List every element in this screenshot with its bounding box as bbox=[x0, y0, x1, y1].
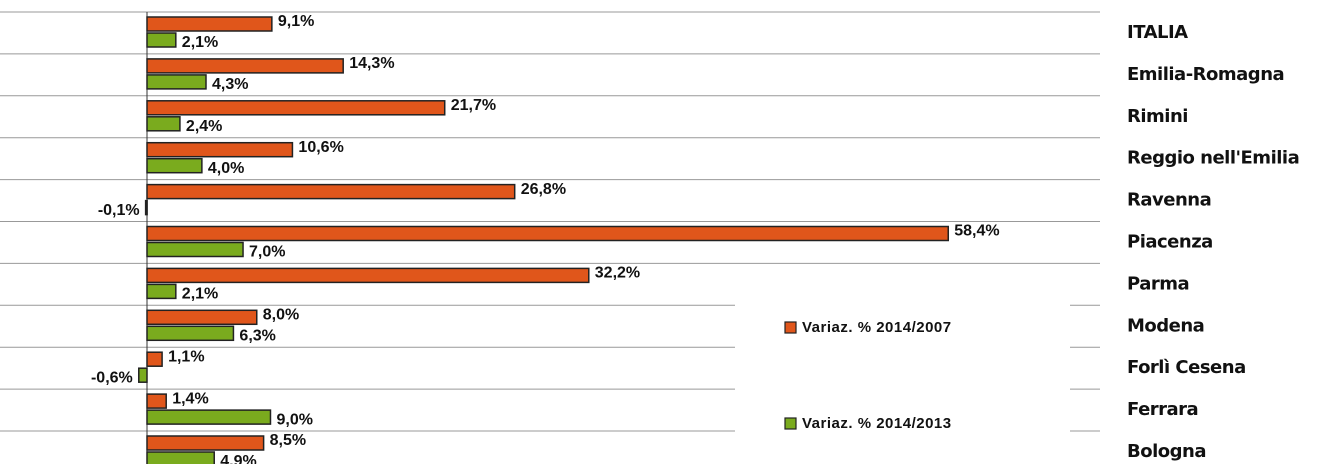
legend-swatch bbox=[784, 321, 797, 334]
bar bbox=[144, 199, 148, 216]
value-label: 4,3% bbox=[212, 76, 248, 93]
legend-label: Variaz. % 2014/2007 bbox=[802, 319, 952, 336]
category-label: Forlì Cesena bbox=[1127, 357, 1246, 378]
value-label: 9,1% bbox=[278, 13, 314, 30]
category-label: Bologna bbox=[1127, 441, 1206, 462]
value-label: 4,9% bbox=[220, 453, 256, 464]
value-label: 1,4% bbox=[172, 390, 208, 407]
value-label: 14,3% bbox=[349, 55, 394, 72]
value-label: 2,1% bbox=[182, 34, 218, 51]
value-label: 4,0% bbox=[208, 160, 244, 177]
bar bbox=[146, 32, 177, 48]
bar bbox=[146, 116, 181, 132]
value-label: 2,1% bbox=[182, 286, 218, 303]
value-label: 26,8% bbox=[521, 181, 566, 198]
value-label: 9,0% bbox=[276, 411, 312, 428]
bar bbox=[146, 451, 215, 464]
value-label: 21,7% bbox=[451, 97, 496, 114]
bar bbox=[146, 225, 949, 242]
value-label: 1,1% bbox=[168, 348, 204, 365]
bar bbox=[146, 351, 163, 367]
value-label: 58,4% bbox=[954, 223, 999, 240]
bar bbox=[146, 393, 167, 409]
category-label: Piacenza bbox=[1127, 232, 1213, 253]
category-label: Ravenna bbox=[1127, 190, 1211, 211]
bar bbox=[146, 58, 344, 74]
bar bbox=[146, 325, 235, 342]
value-label: 2,4% bbox=[186, 118, 222, 135]
legend-swatch bbox=[784, 417, 797, 430]
bar bbox=[146, 241, 244, 258]
legend-label: Variaz. % 2014/2013 bbox=[802, 415, 952, 432]
bar bbox=[146, 16, 273, 32]
bar bbox=[146, 183, 516, 200]
value-label: 6,3% bbox=[239, 328, 275, 345]
value-label: 8,5% bbox=[270, 432, 306, 449]
bar bbox=[146, 283, 177, 300]
value-label: 10,6% bbox=[298, 139, 343, 156]
value-label: 7,0% bbox=[249, 244, 285, 261]
category-label: Reggio nell'Emilia bbox=[1127, 148, 1299, 169]
value-label: 8,0% bbox=[263, 307, 299, 324]
bar bbox=[146, 74, 207, 90]
bar bbox=[146, 309, 258, 326]
bar bbox=[146, 267, 590, 284]
value-label: 32,2% bbox=[595, 265, 640, 282]
bar bbox=[146, 141, 294, 158]
value-label: -0,1% bbox=[98, 202, 140, 219]
category-label: ITALIA bbox=[1127, 22, 1188, 43]
bar bbox=[146, 100, 446, 116]
category-label: Modena bbox=[1127, 315, 1204, 336]
category-label: Rimini bbox=[1127, 106, 1188, 127]
category-label: Parma bbox=[1127, 273, 1189, 294]
bar bbox=[146, 435, 265, 451]
value-label: -0,6% bbox=[91, 369, 133, 386]
bar bbox=[138, 367, 148, 383]
category-label: Ferrara bbox=[1127, 399, 1198, 420]
bar bbox=[146, 157, 203, 174]
category-label: Emilia-Romagna bbox=[1127, 64, 1284, 85]
bar bbox=[146, 409, 272, 425]
